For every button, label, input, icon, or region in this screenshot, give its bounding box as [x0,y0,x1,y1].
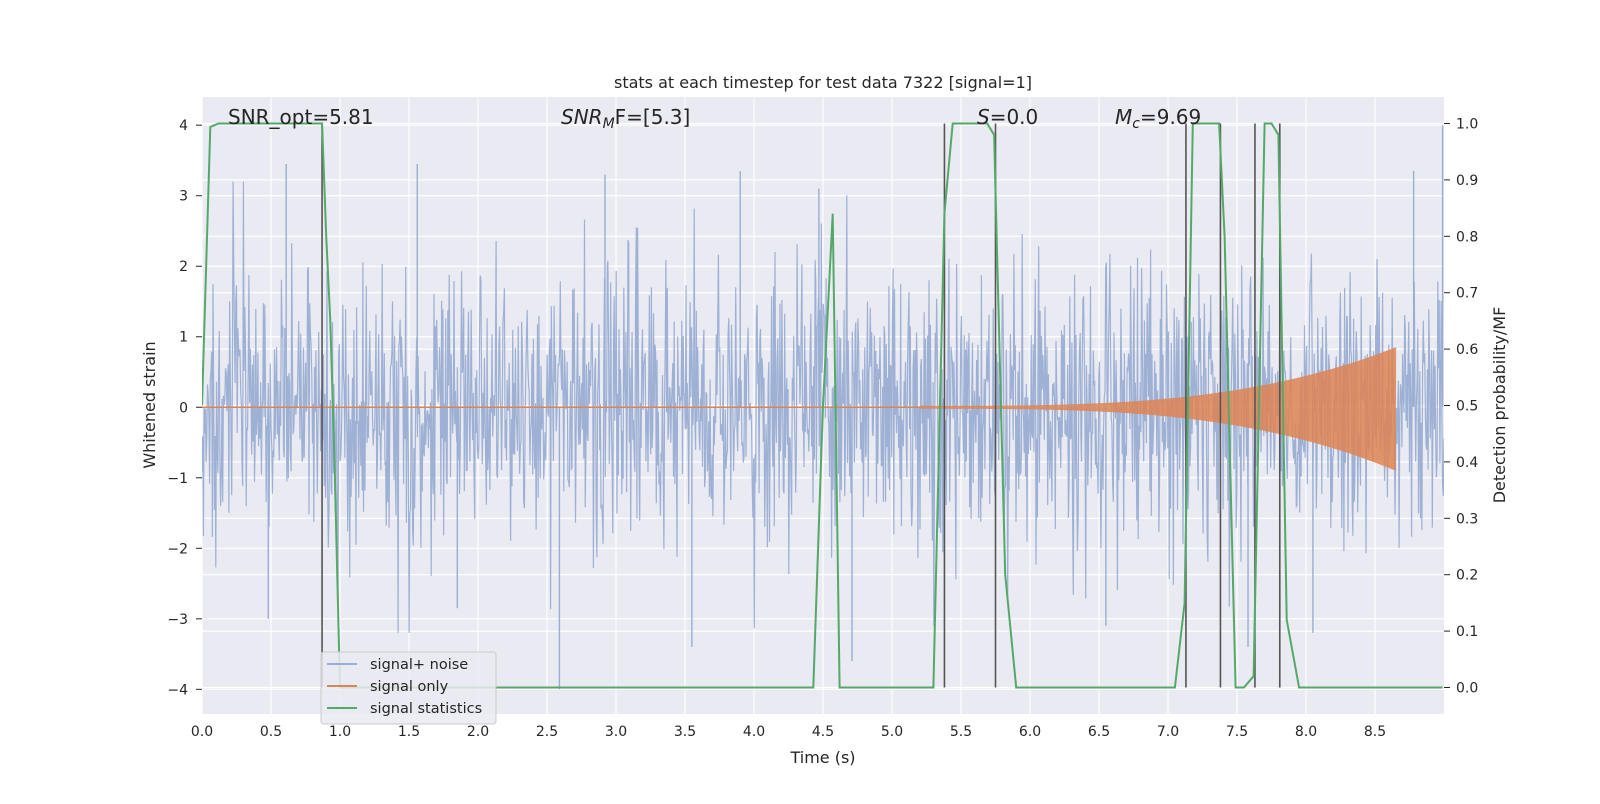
x-tick-label: 5.5 [950,724,972,740]
x-tick-label: 8.0 [1295,724,1317,740]
y2-tick-label: 0.1 [1456,624,1478,640]
x-tick-label: 1.0 [329,724,351,740]
y2-axis-label: Detection probability/MF [1490,307,1509,504]
x-tick-label: 2.0 [467,724,489,740]
legend-box [320,651,497,725]
y-axis-label: Whitened strain [140,341,159,468]
y2-tick-label: 0.2 [1456,568,1478,584]
x-axis-label: Time (s) [789,748,855,767]
y-tick-label: 1 [179,330,188,346]
y-tick-label: −1 [167,471,188,487]
series-signal-statistics [202,122,1443,689]
y-tick-label: −4 [167,682,188,698]
legend-label-signal-only: signal only [370,679,449,695]
y-tick-label: 4 [179,118,188,134]
y2-tick-label: 0.3 [1456,511,1478,527]
x-tick-label: 4.0 [743,724,765,740]
series-signal-only [919,347,1397,471]
x-tick-label: 5.0 [881,724,903,740]
x-tick-label: 6.0 [1019,724,1041,740]
x-tick-label: 3.0 [605,724,627,740]
x-tick-label: 1.5 [398,724,420,740]
annotation-mc: Mc=9.69 [1115,105,1201,132]
y2-tick-label: 0.7 [1456,286,1478,302]
probability-layer [202,122,1443,689]
legend-label-signal-statistics: signal statistics [370,701,482,717]
annotation-snr-opt: SNR_opt=5.81 [228,105,374,129]
y-tick-label: −2 [167,541,188,557]
y-tick-label: 3 [179,189,188,205]
y2-tick-label: 0.4 [1456,455,1478,471]
annotation-s-stat: S=0.0 [977,105,1038,129]
chart-title: stats at each timestep for test data 732… [614,73,1032,92]
x-tick-label: 4.5 [812,724,834,740]
series-layer [202,125,1444,690]
annotation-snr-mf: SNRMF=[5.3] [561,105,690,132]
y2-tick-label: 1.0 [1456,117,1478,133]
x-tick-label: 6.5 [1088,724,1110,740]
x-tick-label: 0.0 [191,724,213,740]
x-tick-label: 7.0 [1157,724,1179,740]
legend: signal+ noise signal only signal statist… [320,651,497,725]
y2-tick-label: 0.5 [1456,399,1478,415]
x-tick-label: 0.5 [260,724,282,740]
y-tick-label: 2 [179,259,188,275]
legend-label-signal-noise: signal+ noise [370,657,468,673]
y2-tick-label: 0.6 [1456,342,1478,358]
y2-tick-label: 0.0 [1456,680,1478,696]
x-tick-label: 7.5 [1226,724,1248,740]
x-tick-label: 2.5 [536,724,558,740]
y-tick-label: −3 [167,612,188,628]
series-signal-noise [202,181,1444,633]
x-tick-label: 8.5 [1364,724,1386,740]
y-tick-label: 0 [179,400,188,416]
y2-tick-label: 0.9 [1456,173,1478,189]
x-tick-label: 3.5 [674,724,696,740]
tick-labels: 0.0 0.5 1.0 1.5 2.0 2.5 3.0 3.5 4.0 4.5 5.0 5.5 6.0 6… [167,117,1478,740]
y2-tick-label: 0.8 [1456,229,1478,245]
